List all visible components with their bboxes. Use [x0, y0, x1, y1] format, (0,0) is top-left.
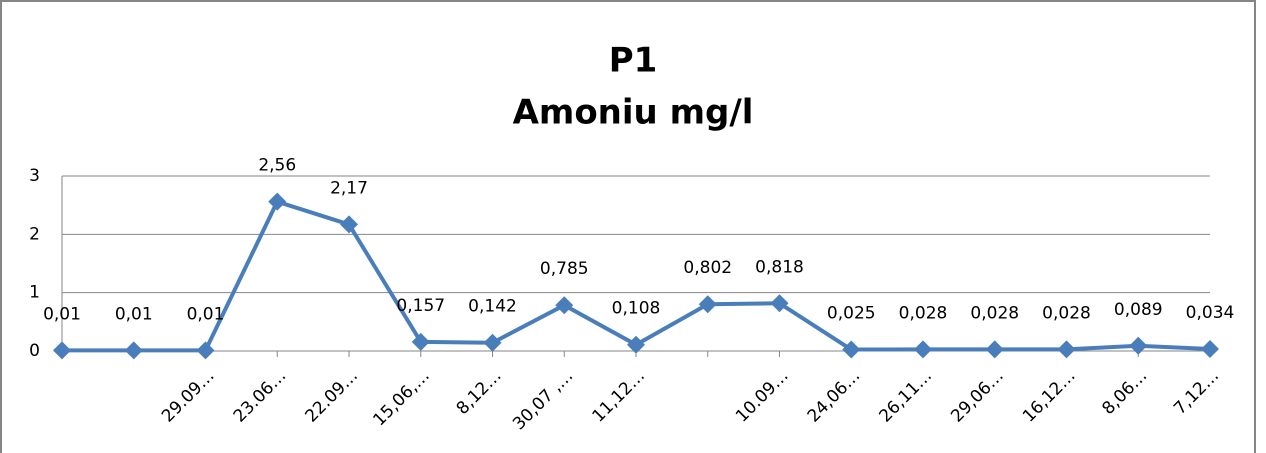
data-label: 0,785 [540, 259, 589, 279]
marker [627, 335, 645, 354]
data-label: 0,818 [755, 257, 804, 277]
data-label: 0,01 [187, 304, 225, 324]
data-label: 2,56 [258, 156, 296, 176]
data-label: 0,028 [970, 303, 1019, 323]
marker [124, 341, 143, 360]
marker [196, 341, 215, 360]
data-label: 0,089 [1114, 300, 1163, 320]
data-label: 0,01 [115, 304, 153, 324]
marker [842, 340, 861, 359]
data-label: 0,025 [827, 304, 876, 324]
data-label: 0,028 [1042, 303, 1091, 323]
y-tick-label: 3 [29, 166, 40, 186]
marker [268, 192, 287, 211]
marker [1057, 340, 1076, 359]
data-label: 0,157 [396, 296, 445, 316]
marker [1129, 336, 1148, 355]
chart-title: P1 [609, 41, 658, 81]
data-label: 0,802 [683, 258, 732, 278]
data-label: 0,142 [468, 297, 517, 317]
marker [985, 340, 1004, 359]
data-label: 0,108 [612, 299, 661, 319]
y-tick-label: 0 [29, 341, 40, 361]
marker [411, 332, 430, 351]
y-tick-label: 1 [29, 283, 40, 303]
marker [53, 341, 71, 360]
data-label: 0,01 [43, 304, 81, 324]
marker [914, 340, 932, 359]
marker [555, 296, 574, 315]
data-label: 0,028 [899, 303, 948, 323]
marker [483, 333, 502, 352]
chart-subtitle: Amoniu mg/l [513, 93, 754, 133]
marker [698, 295, 717, 314]
data-label: 2,17 [330, 178, 368, 198]
data-label: 0,034 [1186, 303, 1235, 323]
marker [1201, 340, 1219, 359]
y-tick-label: 2 [29, 224, 40, 244]
marker [340, 215, 358, 234]
marker [770, 294, 789, 313]
